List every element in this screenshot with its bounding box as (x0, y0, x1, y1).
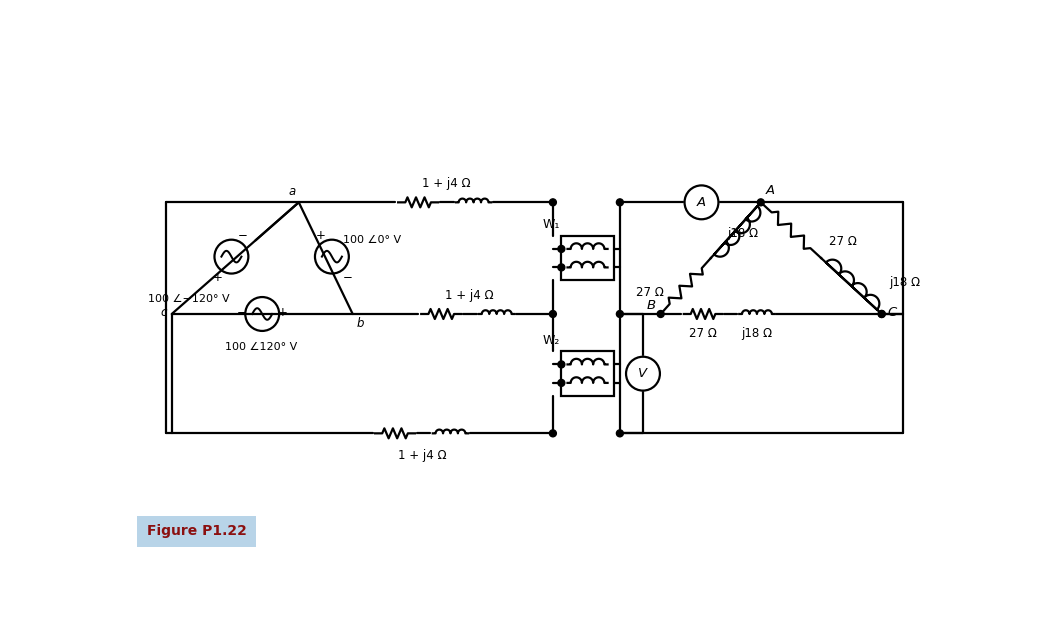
Circle shape (550, 199, 556, 206)
FancyBboxPatch shape (137, 515, 256, 546)
Text: 27 Ω: 27 Ω (829, 235, 857, 248)
Text: +: + (278, 306, 288, 319)
Circle shape (617, 199, 624, 206)
Circle shape (617, 310, 624, 317)
Text: 100 ∠120° V: 100 ∠120° V (225, 342, 297, 351)
Circle shape (758, 199, 764, 206)
Text: A: A (765, 184, 774, 197)
Circle shape (558, 379, 565, 386)
Text: 1 + j4 Ω: 1 + j4 Ω (444, 289, 493, 302)
Text: +: + (317, 229, 326, 242)
Bar (561, 236, 613, 281)
Circle shape (558, 264, 565, 271)
Circle shape (617, 430, 624, 437)
Circle shape (550, 310, 556, 317)
Text: −: − (238, 229, 248, 242)
Text: j18 Ω: j18 Ω (889, 276, 921, 289)
Bar (561, 351, 613, 396)
Text: a: a (288, 184, 296, 197)
Circle shape (657, 310, 665, 317)
Text: −: − (343, 271, 352, 284)
Text: C: C (887, 306, 897, 319)
Text: 100 ∠0° V: 100 ∠0° V (343, 235, 401, 245)
Text: W₁: W₁ (542, 218, 560, 231)
Text: −: − (236, 306, 247, 319)
Text: j18 Ω: j18 Ω (727, 227, 759, 240)
Text: Figure P1.22: Figure P1.22 (147, 524, 247, 538)
Text: 100 ∠−120° V: 100 ∠−120° V (148, 294, 230, 304)
Text: B: B (647, 299, 656, 312)
Text: +: + (212, 271, 223, 284)
Text: 1 + j4 Ω: 1 + j4 Ω (421, 177, 470, 190)
Circle shape (878, 310, 885, 317)
Circle shape (878, 310, 885, 317)
Text: c: c (161, 306, 167, 319)
Text: 27 Ω: 27 Ω (636, 286, 665, 299)
Text: W₂: W₂ (542, 333, 560, 347)
Circle shape (558, 361, 565, 368)
Text: 27 Ω: 27 Ω (689, 327, 717, 340)
Text: j18 Ω: j18 Ω (741, 327, 772, 340)
Text: A: A (697, 196, 706, 209)
Circle shape (558, 245, 565, 252)
Circle shape (550, 430, 556, 437)
Text: V: V (638, 367, 648, 380)
Text: 1 + j4 Ω: 1 + j4 Ω (398, 449, 447, 462)
Text: b: b (356, 317, 364, 330)
